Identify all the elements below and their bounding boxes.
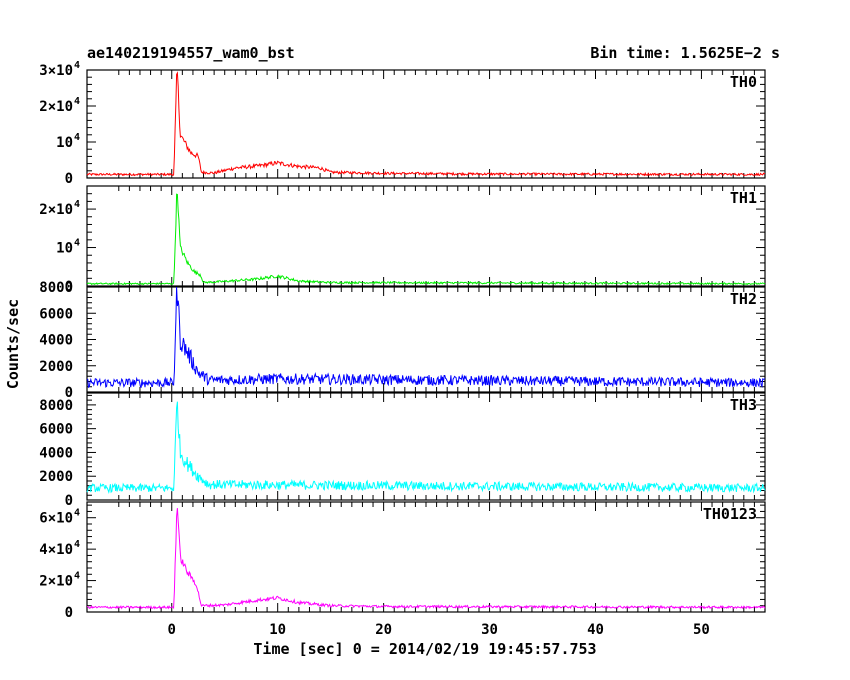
panel-frame (86, 392, 766, 501)
y-tick-label: 8000 (39, 280, 73, 296)
panel-label: TH2 (730, 290, 757, 308)
x-tick-label: 10 (269, 622, 286, 638)
y-tick-label: 6000 (39, 422, 73, 438)
y-tick-label: 0 (65, 385, 73, 401)
chart-title-right: Bin time: 1.5625E−2 s (590, 44, 780, 62)
y-tick-label: 4×10 (39, 542, 73, 558)
x-tick-label: 20 (375, 622, 392, 638)
y-tick-label: 10 (56, 241, 73, 257)
y-tick-label: 0 (65, 279, 73, 295)
y-tick-label: 0 (65, 171, 73, 187)
y-tick-label: 3×10 (39, 63, 73, 79)
series-line-th0 (86, 71, 766, 177)
panel-label: TH0123 (703, 505, 757, 523)
y-tick-label: 0 (65, 493, 73, 509)
y-tick-label: 2000 (39, 469, 73, 485)
x-tick-label: 50 (693, 622, 710, 638)
x-tick-label: 40 (587, 622, 604, 638)
series-line-th3 (86, 401, 766, 495)
panel-frame (86, 69, 766, 179)
y-tick-exponent: 4 (74, 238, 80, 249)
y-tick-exponent: 4 (74, 539, 80, 550)
y-tick-exponent: 4 (74, 508, 80, 519)
y-tick-exponent: 4 (74, 132, 80, 143)
y-tick-label: 4000 (39, 333, 73, 349)
panel-label: TH1 (730, 189, 757, 207)
x-axis-label: Time [sec] 0 = 2014/02/19 19:45:57.753 (253, 640, 596, 658)
series-line-th2 (86, 286, 766, 389)
y-tick-label: 10 (56, 135, 73, 151)
panel-th1: 010 42×10 4 TH1 (39, 185, 766, 295)
panel-label: TH3 (730, 396, 757, 414)
panel-frame (86, 501, 766, 613)
panel-frame (86, 286, 766, 393)
x-tick-label: 30 (481, 622, 498, 638)
y-axis-label: Counts/sec (4, 299, 22, 389)
panel-label: TH0 (730, 73, 757, 91)
panel-th3: 0 2000 4000 6000 8000 TH3 (39, 392, 766, 509)
y-tick-exponent: 4 (74, 60, 80, 71)
y-tick-label: 2×10 (39, 202, 73, 218)
y-tick-exponent: 4 (74, 96, 80, 107)
chart-title-left: ae140219194557_wam0_bst (87, 44, 295, 62)
x-tick-labels: 0 10 20 30 40 50 (168, 622, 710, 638)
series-line-th1 (86, 193, 766, 286)
series-line-th0123 (86, 508, 766, 610)
y-tick-label: 4000 (39, 445, 73, 461)
panel-th0123: 02×10 44×10 46×10 4 TH0123 (39, 501, 766, 621)
panel-th2: 0 2000 4000 6000 8000 TH2 (39, 280, 766, 401)
y-tick-label: 2×10 (39, 574, 73, 590)
y-tick-label: 6000 (39, 306, 73, 322)
y-tick-label: 0 (65, 605, 73, 621)
panel-frame (86, 185, 766, 287)
y-tick-label: 2000 (39, 359, 73, 375)
y-tick-exponent: 4 (74, 571, 80, 582)
y-tick-exponent: 4 (74, 199, 80, 210)
y-tick-label: 6×10 (39, 511, 73, 527)
x-tick-label: 0 (168, 622, 176, 638)
y-tick-label: 8000 (39, 398, 73, 414)
y-tick-label: 2×10 (39, 99, 73, 115)
